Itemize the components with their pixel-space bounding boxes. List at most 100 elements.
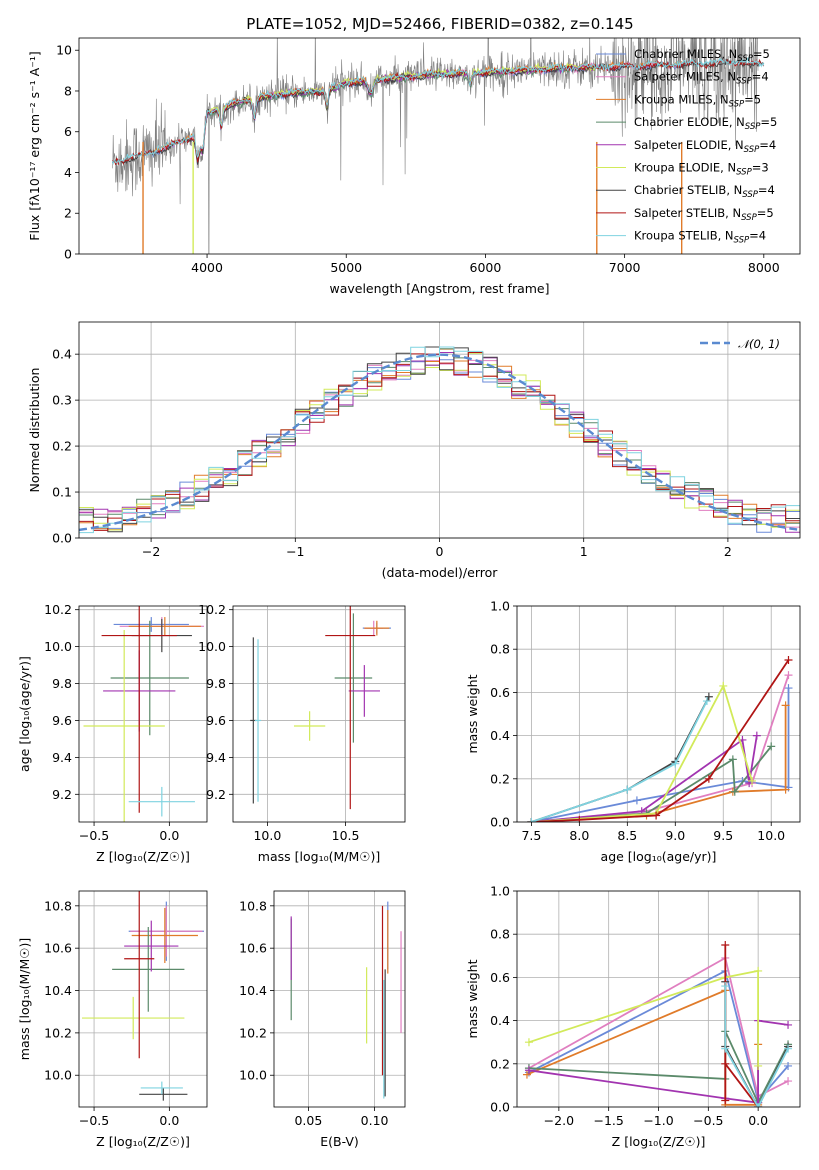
errorbar-kroupa-stelib bbox=[128, 786, 195, 817]
y-tick-label: 10.0 bbox=[44, 1068, 72, 1083]
errorbar-kroupa-elodie bbox=[83, 630, 165, 822]
x-tick-label: 9.0 bbox=[665, 828, 685, 843]
series-marker-salpeter-stelib bbox=[721, 1096, 730, 1105]
y-tick-label: 0.6 bbox=[490, 685, 510, 700]
series-marker-kroupa-stelib bbox=[702, 697, 711, 706]
y-tick-label: 8 bbox=[64, 83, 72, 98]
x-axis-label: age [log₁₀(age/yr)] bbox=[601, 849, 717, 864]
x-tick-label: 0.0 bbox=[159, 1113, 179, 1128]
errorbar-salpeter-stelib bbox=[101, 606, 177, 813]
series-marker-kroupa-stelib bbox=[721, 1044, 730, 1053]
y-tick-label: 0.1 bbox=[52, 485, 72, 500]
panel-residuals: −2 −1 0 1 2 0.0 0.1 0.2 0.3 0.4 (data-model)/error… bbox=[27, 321, 801, 580]
x-tick-label: −0.5 bbox=[693, 1113, 723, 1128]
y-tick-label: 10.0 bbox=[239, 1068, 267, 1083]
x-tick-label: −2 bbox=[142, 544, 160, 559]
series-marker-chabrier-miles bbox=[784, 1061, 793, 1070]
series-marker-salpeter-stelib bbox=[784, 656, 793, 664]
x-axis-label: Z [log₁₀(Z/Z☉)] bbox=[96, 849, 190, 864]
y-tick-label: 0.3 bbox=[52, 393, 72, 408]
errorbar-chabrier-elodie bbox=[334, 613, 373, 743]
legend-label-kroupa-elodie: Kroupa ELODIE, NSSP=3 bbox=[634, 161, 769, 178]
errorbar-salpeter-stelib bbox=[325, 606, 376, 810]
x-tick-label: 4000 bbox=[191, 260, 223, 275]
y-tick-label: 1.0 bbox=[490, 599, 510, 614]
y-tick-label: 0.0 bbox=[52, 531, 72, 546]
y-tick-label: 0 bbox=[64, 247, 72, 262]
series-marker-kroupa-elodie bbox=[748, 776, 757, 785]
series-marker-chabrier-miles bbox=[784, 684, 793, 693]
errorbar-kroupa-stelib bbox=[254, 639, 262, 802]
panel-spectrum: 4000 5000 6000 7000 8000 0 2 4 6 8 10 wavelength [A… bbox=[27, 37, 801, 296]
x-tick-label: 8.0 bbox=[569, 828, 589, 843]
axes-frame bbox=[78, 890, 208, 1108]
legend-label-chabrier-stelib: Chabrier STELIB, NSSP=4 bbox=[634, 183, 775, 200]
y-tick-label: 10.4 bbox=[239, 983, 267, 998]
series-marker-salpeter-stelib bbox=[652, 811, 661, 820]
plot-area-age-vs-mass bbox=[250, 606, 391, 810]
errorbar-chabrier-miles bbox=[113, 617, 189, 632]
axes-frame bbox=[273, 890, 406, 1108]
histogram-kroupa-stelib bbox=[79, 346, 800, 534]
series-marker-kroupa-stelib bbox=[527, 818, 536, 822]
series-marker-kroupa-miles bbox=[781, 701, 790, 710]
residual-legend: 𝒩(0, 1) bbox=[700, 337, 780, 351]
plot-area-massweight-vs-Z bbox=[522, 941, 793, 1107]
x-tick-label: −0.5 bbox=[79, 828, 109, 843]
x-tick-label: 7.5 bbox=[521, 828, 541, 843]
y-tick-label: 10.2 bbox=[44, 1025, 72, 1040]
y-tick-label: 1.0 bbox=[490, 884, 510, 899]
legend-label-normal: 𝒩(0, 1) bbox=[738, 337, 780, 351]
x-tick-label: −1.5 bbox=[593, 1113, 623, 1128]
y-tick-label: 0.8 bbox=[490, 642, 510, 657]
y-tick-label: 10.0 bbox=[198, 639, 226, 654]
y-tick-label: 10.2 bbox=[44, 602, 72, 617]
x-tick-label: 8.5 bbox=[617, 828, 637, 843]
series-line-kroupa-stelib bbox=[531, 700, 708, 822]
y-axis-label: mass weight bbox=[465, 959, 480, 1038]
y-tick-label: 9.4 bbox=[52, 750, 72, 765]
y-tick-label: 2 bbox=[64, 206, 72, 221]
x-tick-label: 0.05 bbox=[294, 1113, 322, 1128]
y-tick-label: 0.6 bbox=[490, 970, 510, 985]
y-tick-label: 10.2 bbox=[198, 602, 226, 617]
y-tick-label: 0.0 bbox=[490, 815, 510, 830]
errorbar-salpeter-stelib bbox=[124, 891, 155, 1059]
axes-frame bbox=[232, 605, 406, 823]
series-line-chabrier-miles bbox=[528, 969, 789, 1103]
errorbar-kroupa-stelib bbox=[140, 1081, 183, 1095]
axes-frame bbox=[78, 605, 208, 823]
x-tick-label: 0 bbox=[436, 544, 444, 559]
y-tick-label: 9.4 bbox=[206, 750, 226, 765]
series-marker-chabrier-elodie bbox=[767, 742, 776, 751]
series-marker-kroupa-stelib bbox=[671, 759, 680, 768]
y-tick-label: 9.6 bbox=[206, 713, 226, 728]
x-axis-label: Z [log₁₀(Z/Z☉)] bbox=[96, 1134, 190, 1149]
y-tick-label: 10.4 bbox=[44, 983, 72, 998]
x-tick-label: 5000 bbox=[330, 260, 362, 275]
x-tick-label: −1 bbox=[286, 544, 304, 559]
x-tick-label: −1.0 bbox=[643, 1113, 673, 1128]
y-axis-label: age [log₁₀(age/yr)] bbox=[17, 656, 32, 772]
series-marker-kroupa-elodie bbox=[524, 1038, 533, 1047]
y-axis-label: Normed distribution bbox=[27, 368, 42, 493]
series-marker-salpeter-stelib bbox=[721, 1059, 730, 1068]
errorbar-chabrier-stelib bbox=[139, 1087, 188, 1101]
legend-label-salpeter-miles: Salpeter MILES, NSSP=4 bbox=[634, 70, 769, 87]
y-tick-label: 9.2 bbox=[206, 787, 226, 802]
y-tick-label: 0.0 bbox=[490, 1100, 510, 1115]
errorbar-kroupa-miles bbox=[364, 620, 390, 636]
series-marker-salpeter-elodie bbox=[784, 1020, 793, 1029]
x-tick-label: 6000 bbox=[470, 260, 502, 275]
x-tick-label: 7000 bbox=[609, 260, 641, 275]
series-marker-chabrier-miles bbox=[632, 796, 641, 805]
y-axis-label: mass weight bbox=[465, 674, 480, 753]
spectrum-legend: Chabrier MILES, NSSP=5 Salpeter MILES, NS… bbox=[596, 47, 777, 246]
series-marker-kroupa-elodie bbox=[719, 681, 728, 690]
model-line-chabrier-elodie bbox=[192, 63, 597, 161]
y-axis-label: Flux [fλ10⁻¹⁷ erg cm⁻² s⁻¹ A⁻¹] bbox=[27, 51, 42, 240]
panel-massweight-vs-age: 7.5 8.0 8.5 9.0 9.5 10.0 0.0 0.2 0.4 0.6 0.8 1.0 age… bbox=[465, 599, 801, 864]
x-axis-label: Z [log₁₀(Z/Z☉)] bbox=[612, 1134, 706, 1149]
panel-massweight-vs-Z: −2.0 −1.5 −1.0 −0.5 0.0 0.0 0.2 0.4 0.6 0.8 1.0 Z [… bbox=[465, 884, 801, 1149]
